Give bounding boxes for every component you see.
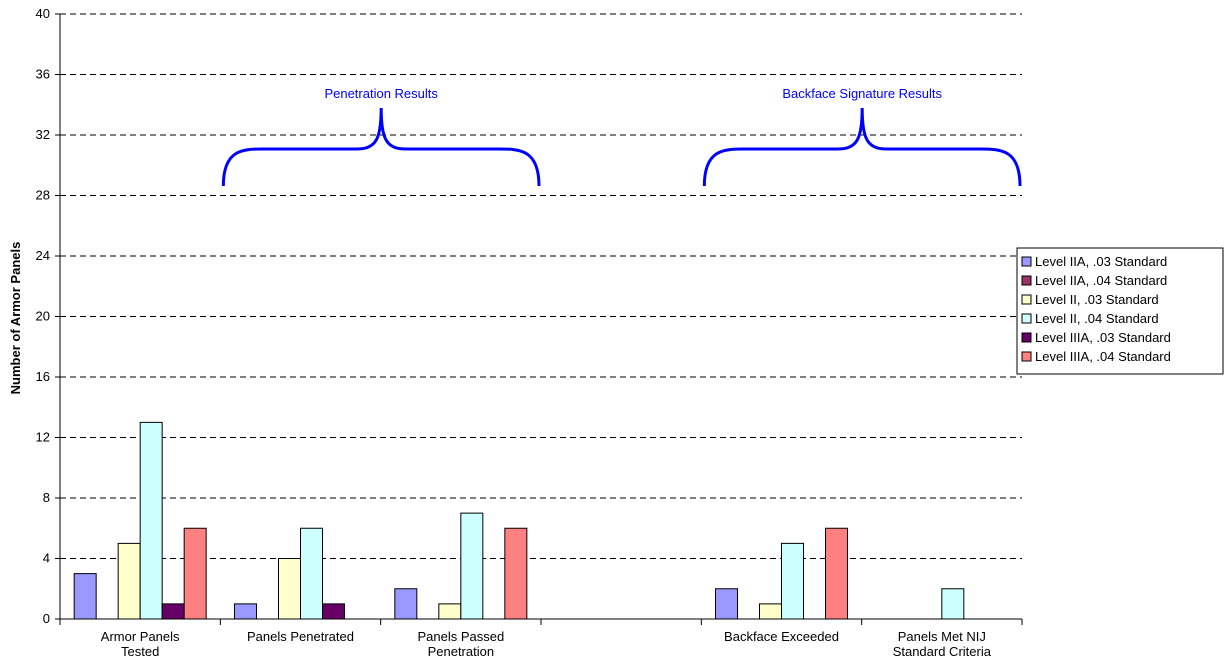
bar — [300, 527, 323, 620]
annotation-brace — [221, 107, 541, 187]
gridlines — [60, 13, 1022, 559]
bar — [781, 542, 804, 620]
y-tick-label: 24 — [36, 248, 50, 263]
legend-swatch — [1021, 256, 1032, 267]
legend-label: Level II, .03 Standard — [1035, 292, 1159, 307]
x-tick-label: Backface Exceeded — [724, 629, 839, 644]
legend-label: Level IIIA, .04 Standard — [1035, 349, 1171, 364]
legend: Level IIA, .03 Standard Level IIA, .04 St… — [1016, 247, 1224, 375]
y-axis-label: Number of Armor Panels — [8, 242, 23, 395]
y-tick-label: 40 — [36, 6, 50, 21]
y-tick-label: 28 — [36, 188, 50, 203]
y-tick-label: 12 — [36, 430, 50, 445]
bar — [117, 542, 141, 620]
y-tick-label: 0 — [43, 611, 50, 626]
y-tick-label: 8 — [43, 490, 50, 505]
legend-box — [1016, 247, 1224, 375]
legend-label: Level IIIA, .03 Standard — [1035, 330, 1171, 345]
y-tick-label: 32 — [36, 127, 50, 142]
bars — [73, 421, 965, 620]
x-tick-label: Armor Panels — [101, 629, 180, 644]
bar — [73, 573, 97, 620]
bar — [715, 588, 738, 620]
bar — [460, 512, 484, 620]
x-tick-label: Panels Met NIJ — [898, 629, 986, 644]
bar — [504, 527, 528, 620]
bar — [438, 603, 462, 620]
annotation-label: Penetration Results — [324, 86, 438, 101]
bar — [234, 603, 257, 620]
x-tick-label: Tested — [121, 644, 159, 659]
annotation-brace — [702, 107, 1022, 187]
y-axis-ticks: 0 4 8 12 16 20 24 28 32 36 40 — [36, 6, 60, 626]
bar — [278, 558, 301, 620]
legend-label: Level IIA, .03 Standard — [1035, 254, 1167, 269]
bar — [322, 603, 345, 620]
legend-swatch — [1021, 275, 1032, 286]
legend-label: Level IIA, .04 Standard — [1035, 273, 1167, 288]
bar — [394, 588, 418, 620]
x-tick-label: Panels Penetrated — [247, 629, 354, 644]
x-tick-label: Panels Passed — [417, 629, 504, 644]
legend-swatch — [1021, 351, 1032, 362]
bar — [139, 421, 163, 620]
legend-swatch — [1021, 332, 1032, 343]
annotation-label: Backface Signature Results — [782, 86, 942, 101]
y-tick-label: 16 — [36, 369, 50, 384]
x-tick-label: Penetration — [428, 644, 495, 659]
y-tick-label: 4 — [43, 551, 50, 566]
bar — [161, 603, 185, 620]
annotations: Penetration Results Backface Signature Re… — [221, 86, 1022, 187]
bar — [759, 603, 782, 620]
legend-swatch — [1021, 313, 1032, 324]
legend-swatch — [1021, 294, 1032, 305]
bar — [941, 588, 965, 620]
bar — [825, 527, 848, 620]
x-tick-label: Standard Criteria — [893, 644, 992, 659]
legend-label: Level II, .04 Standard — [1035, 311, 1159, 326]
bar — [183, 527, 207, 620]
y-tick-label: 20 — [36, 309, 50, 324]
y-tick-label: 36 — [36, 67, 50, 82]
